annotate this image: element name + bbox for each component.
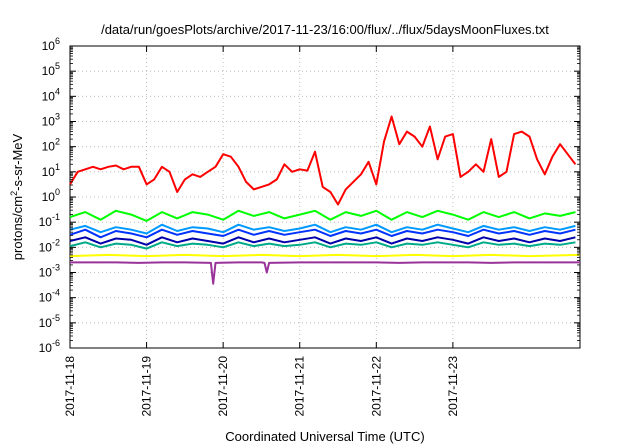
y-axis: 10-610-510-410-310-210-11001011021031041… (39, 36, 580, 355)
y-tick-label-exp: 3 (55, 112, 60, 122)
series-line-7 (70, 261, 580, 285)
x-axis-label: Coordinated Universal Time (UTC) (225, 429, 424, 444)
y-tick-label: 105 (42, 61, 60, 78)
series-line-2 (69, 223, 576, 235)
x-axis: 2017-11-18 2017-11-19 2017-11-20 2017-11-21… (63, 46, 460, 417)
y-tick-label-exp: 4 (55, 86, 60, 96)
y-tick-label: 10-4 (39, 288, 60, 305)
y-tick-label-base: 10 (42, 190, 56, 204)
series-line-6 (69, 253, 581, 258)
y-tick-label-base: 10 (42, 115, 56, 129)
y-tick-label-base: 10 (39, 240, 53, 254)
y-tick-label: 10-1 (39, 212, 60, 229)
y-tick-label: 104 (42, 86, 60, 103)
x-tick-label: 2017-11-23 (446, 356, 460, 417)
x-tick-label: 2017-11-19 (140, 356, 154, 417)
y-tick-label-exp: -5 (52, 313, 60, 323)
x-tick-label: 2017-11-21 (293, 356, 307, 417)
y-tick-label: 10-6 (39, 338, 60, 355)
y-tick-label-base: 10 (42, 64, 56, 78)
series-line-0 (69, 115, 577, 206)
series-line-5 (69, 241, 576, 250)
y-axis-label: protons/cm2-s-sr-MeV (9, 133, 25, 260)
y-tick-label-base: 10 (42, 165, 56, 179)
y-tick-label: 10-5 (39, 313, 60, 330)
x-tick-label: 2017-11-22 (369, 356, 383, 417)
y-tick-label-base: 10 (42, 89, 56, 103)
y-tick-label: 100 (42, 187, 60, 204)
y-tick-label: 101 (42, 162, 60, 179)
y-tick-label-exp: 1 (55, 162, 60, 172)
y-tick-label-exp: 0 (55, 187, 60, 197)
chart-title: /data/run/goesPlots/archive/2017-11-23/1… (101, 22, 549, 37)
y-tick-label-exp: 6 (55, 36, 60, 46)
y-axis-label-base: protons/cm (10, 196, 25, 260)
series-line-3 (69, 228, 576, 239)
y-tick-label-base: 10 (42, 39, 56, 53)
y-tick-label: 103 (42, 112, 60, 129)
y-tick-label-exp: 5 (55, 61, 60, 71)
y-tick-label: 10-3 (39, 263, 60, 280)
y-axis-label-sup: 2 (9, 191, 19, 196)
y-tick-label-exp: -4 (52, 288, 60, 298)
y-tick-label-exp: -1 (52, 212, 60, 222)
y-tick-label-base: 10 (39, 266, 53, 280)
y-tick-label-exp: 2 (55, 137, 60, 147)
series-line-1 (69, 209, 576, 222)
y-tick-label-exp: -2 (52, 237, 60, 247)
y-tick-label-exp: -3 (52, 263, 60, 273)
series-layer (69, 115, 581, 285)
y-tick-label: 102 (42, 137, 60, 154)
grid (70, 46, 580, 348)
y-tick-label-base: 10 (42, 140, 56, 154)
y-axis-label-rest: -s-sr-MeV (10, 133, 25, 190)
y-tick-label-exp: -6 (52, 338, 60, 348)
y-tick-label: 10-2 (39, 237, 60, 254)
y-tick-label-base: 10 (39, 215, 53, 229)
x-tick-label: 2017-11-18 (63, 356, 77, 417)
y-tick-label: 106 (42, 36, 60, 53)
x-tick-label: 2017-11-20 (216, 356, 230, 417)
series-line-4 (69, 236, 576, 246)
y-tick-label-base: 10 (39, 316, 53, 330)
y-tick-label-base: 10 (39, 341, 53, 355)
y-tick-label-base: 10 (39, 291, 53, 305)
